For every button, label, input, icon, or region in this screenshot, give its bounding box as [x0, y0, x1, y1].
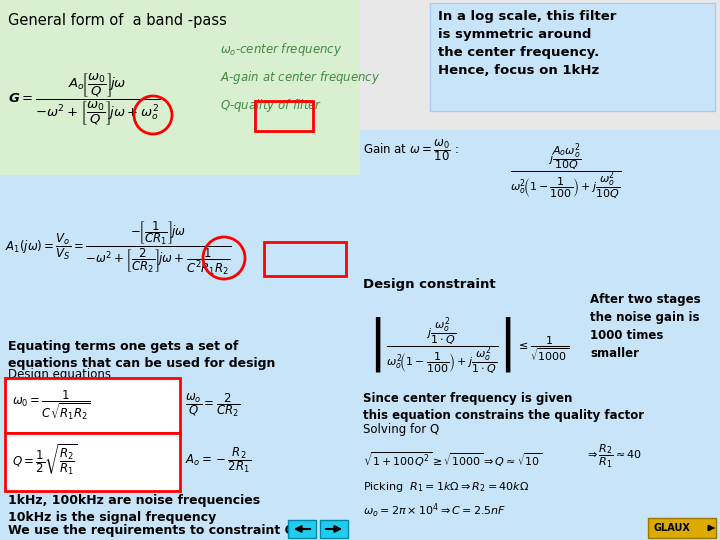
Text: $\dfrac{\omega_o}{Q} = \dfrac{2}{CR_2}$: $\dfrac{\omega_o}{Q} = \dfrac{2}{CR_2}$ [185, 391, 240, 419]
Text: Solving for Q: Solving for Q [363, 423, 439, 436]
Text: $Q = \dfrac{1}{2}\sqrt{\dfrac{R_2}{R_1}}$: $Q = \dfrac{1}{2}\sqrt{\dfrac{R_2}{R_1}}… [12, 443, 78, 477]
Text: $\left|\dfrac{j\dfrac{\omega_o^2}{1\cdot Q}}{\omega_o^2\!\left(1-\dfrac{1}{100}\: $\left|\dfrac{j\dfrac{\omega_o^2}{1\cdot… [368, 315, 570, 375]
Text: $A_1(j\omega)=\dfrac{V_o}{V_S}= \dfrac{-\!\left[\dfrac{1}{CR_1}\right]\!j\omega}: $A_1(j\omega)=\dfrac{V_o}{V_S}= \dfrac{-… [5, 219, 232, 276]
Text: Design constraint: Design constraint [363, 278, 495, 291]
FancyBboxPatch shape [0, 0, 360, 175]
Text: $\Rightarrow\dfrac{R_2}{R_1}\approx 40$: $\Rightarrow\dfrac{R_2}{R_1}\approx 40$ [585, 443, 642, 470]
Text: In a log scale, this filter
is symmetric around
the center frequency.
Hence, foc: In a log scale, this filter is symmetric… [438, 10, 616, 77]
Text: Gain at $\omega = \dfrac{\omega_0}{10}$ :: Gain at $\omega = \dfrac{\omega_0}{10}$ … [363, 137, 459, 163]
Text: GLAUX: GLAUX [654, 523, 690, 533]
Text: $Q$-quality of filter: $Q$-quality of filter [220, 98, 323, 114]
Text: General form of  a band -pass: General form of a band -pass [8, 13, 227, 28]
Text: $A$-gain at center frequency: $A$-gain at center frequency [220, 70, 380, 86]
Text: $\sqrt{1+100Q^2} \geq \sqrt{1000} \Rightarrow Q \approx \sqrt{10}$: $\sqrt{1+100Q^2} \geq \sqrt{1000} \Right… [363, 450, 542, 469]
FancyBboxPatch shape [360, 275, 720, 540]
FancyBboxPatch shape [320, 520, 348, 538]
FancyBboxPatch shape [5, 378, 180, 433]
Text: 1kHz, 100kHz are noise frequencies
10kHz is the signal frequency: 1kHz, 100kHz are noise frequencies 10kHz… [8, 494, 260, 524]
Text: $\dfrac{j\dfrac{A_o\omega_o^2}{10Q}}{\omega_o^2\!\left(1-\dfrac{1}{100}\right)+j: $\dfrac{j\dfrac{A_o\omega_o^2}{10Q}}{\om… [510, 141, 621, 202]
Text: $\omega_o$-center frequency: $\omega_o$-center frequency [220, 42, 342, 58]
Text: $A_o = -\dfrac{R_2}{2R_1}$: $A_o = -\dfrac{R_2}{2R_1}$ [185, 445, 251, 475]
Text: $\boldsymbol{G} = \dfrac{A_o\!\left[\dfrac{\omega_0}{Q}\right]\!j\omega}{-\omega: $\boldsymbol{G} = \dfrac{A_o\!\left[\dfr… [8, 72, 161, 128]
Text: $\omega_0 = \dfrac{1}{C\sqrt{R_1R_2}}$: $\omega_0 = \dfrac{1}{C\sqrt{R_1R_2}}$ [12, 388, 91, 422]
Text: Picking  $R_1 = 1k\Omega \Rightarrow R_2 = 40k\Omega$: Picking $R_1 = 1k\Omega \Rightarrow R_2 … [363, 480, 529, 494]
FancyBboxPatch shape [430, 3, 715, 111]
FancyBboxPatch shape [360, 130, 720, 275]
FancyBboxPatch shape [0, 335, 360, 540]
Text: Design equations: Design equations [8, 368, 111, 381]
Text: Since center frequency is given
this equation constrains the quality factor: Since center frequency is given this equ… [363, 392, 644, 422]
FancyBboxPatch shape [5, 433, 180, 491]
Text: Equating terms one gets a set of
equations that can be used for design: Equating terms one gets a set of equatio… [8, 340, 275, 370]
FancyBboxPatch shape [0, 175, 360, 335]
FancyBboxPatch shape [648, 518, 716, 538]
Text: After two stages
the noise gain is
1000 times
smaller: After two stages the noise gain is 1000 … [590, 293, 701, 360]
Text: $\omega_o = 2\pi\times 10^4 \Rightarrow C = 2.5nF$: $\omega_o = 2\pi\times 10^4 \Rightarrow … [363, 502, 506, 521]
Text: We use the requirements to constraint Q: We use the requirements to constraint Q [8, 524, 295, 537]
FancyBboxPatch shape [288, 520, 316, 538]
